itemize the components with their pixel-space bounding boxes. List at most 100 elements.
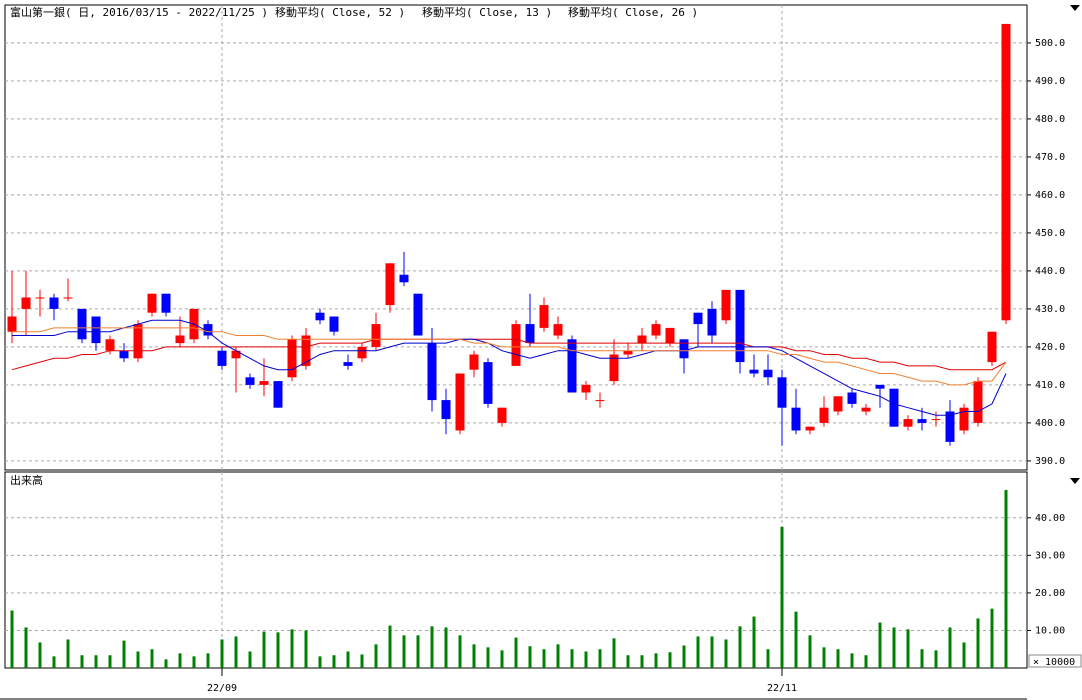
candle-body bbox=[7, 316, 17, 332]
volume-bar bbox=[864, 655, 868, 668]
volume-bar bbox=[136, 651, 140, 668]
candle-body bbox=[693, 312, 703, 325]
candle-body bbox=[525, 324, 535, 344]
candle-body bbox=[469, 354, 479, 370]
y-tick-label: 20.00 bbox=[1035, 588, 1065, 599]
y-tick-label: 490.0 bbox=[1035, 76, 1065, 87]
candle-body bbox=[567, 339, 577, 393]
volume-bar bbox=[38, 642, 42, 668]
volume-bar bbox=[108, 655, 112, 668]
candle-body bbox=[231, 350, 241, 359]
volume-bar bbox=[976, 618, 980, 668]
volume-bar bbox=[304, 630, 308, 668]
volume-bar bbox=[794, 611, 798, 668]
candle-body bbox=[945, 411, 955, 442]
candle-body bbox=[273, 381, 283, 408]
candle-body bbox=[595, 400, 605, 402]
candle-body bbox=[987, 331, 997, 363]
volume-bar bbox=[164, 659, 168, 668]
candle-body bbox=[287, 339, 297, 378]
candle-body bbox=[203, 324, 213, 336]
candle-body bbox=[609, 354, 619, 382]
candle-body bbox=[511, 324, 521, 366]
volume-bar bbox=[724, 639, 728, 668]
candle-body bbox=[637, 335, 647, 344]
volume-bar bbox=[416, 635, 420, 668]
candle-body bbox=[399, 274, 409, 283]
volume-bar bbox=[248, 651, 252, 668]
candle-body bbox=[161, 293, 171, 313]
volume-bar bbox=[10, 610, 14, 668]
candle-body bbox=[105, 339, 115, 351]
y-tick-label: 390.0 bbox=[1035, 456, 1065, 467]
candle-body bbox=[343, 362, 353, 366]
candle-body bbox=[91, 316, 101, 344]
legend-label: 移動平均( Close, 13 ) bbox=[422, 5, 552, 19]
y-tick-label: 470.0 bbox=[1035, 152, 1065, 163]
volume-bar bbox=[878, 622, 882, 668]
volume-bar bbox=[598, 649, 602, 668]
candle-body bbox=[133, 324, 143, 359]
y-tick-label: 420.0 bbox=[1035, 342, 1065, 353]
volume-bar bbox=[654, 653, 658, 668]
candle-body bbox=[679, 339, 689, 359]
volume-bar bbox=[66, 639, 70, 668]
volume-bar bbox=[626, 655, 630, 668]
volume-bar bbox=[332, 655, 336, 668]
volume-bar bbox=[94, 655, 98, 668]
candle-body bbox=[441, 400, 451, 420]
candle-body bbox=[903, 419, 913, 427]
candle-body bbox=[77, 308, 87, 340]
volume-bar bbox=[822, 647, 826, 668]
volume-bar bbox=[318, 656, 322, 668]
candle-body bbox=[861, 407, 871, 412]
candle-body bbox=[931, 419, 941, 421]
volume-bar bbox=[444, 627, 448, 668]
y-tick-label: 440.0 bbox=[1035, 266, 1065, 277]
ma-line bbox=[12, 319, 1007, 416]
volume-bar bbox=[948, 627, 952, 668]
volume-bar bbox=[752, 616, 756, 668]
candle-body bbox=[1001, 23, 1011, 321]
candle-body bbox=[791, 407, 801, 431]
candle-body bbox=[63, 297, 73, 299]
volume-bar bbox=[486, 647, 490, 668]
candle-body bbox=[49, 297, 59, 309]
y-tick-label: 460.0 bbox=[1035, 190, 1065, 201]
candle-body bbox=[777, 377, 787, 408]
volume-bar bbox=[500, 650, 504, 668]
chart-title: 富山第一銀( 日, 2016/03/15 - 2022/11/25 ) bbox=[10, 5, 268, 19]
candle-body bbox=[147, 293, 157, 313]
volume-bar bbox=[150, 649, 154, 668]
candle-body bbox=[973, 381, 983, 423]
volume-bar bbox=[374, 644, 378, 668]
volume-bar bbox=[934, 650, 938, 668]
y-tick-label: 40.00 bbox=[1035, 513, 1065, 524]
candle-body bbox=[581, 384, 591, 393]
candle-body bbox=[371, 324, 381, 347]
volume-bar bbox=[738, 626, 742, 668]
candle-body bbox=[735, 289, 745, 363]
volume-bar bbox=[234, 636, 238, 668]
panel-toggle[interactable] bbox=[1070, 5, 1080, 11]
candle-body bbox=[483, 362, 493, 404]
volume-bar bbox=[80, 655, 84, 668]
candle-body bbox=[329, 316, 339, 332]
volume-bar bbox=[584, 651, 588, 668]
volume-title: 出来高 bbox=[10, 473, 43, 487]
panel-toggle[interactable] bbox=[1070, 478, 1080, 484]
volume-bar bbox=[668, 652, 672, 668]
candle-body bbox=[623, 350, 633, 355]
candle-body bbox=[707, 308, 717, 336]
volume-bar bbox=[192, 656, 196, 668]
candle-body bbox=[385, 263, 395, 306]
volume-bar bbox=[542, 649, 546, 668]
candle-body bbox=[665, 327, 675, 344]
volume-bar bbox=[388, 625, 392, 668]
y-tick-label: 410.0 bbox=[1035, 380, 1065, 391]
volume-bar bbox=[696, 636, 700, 668]
candle-body bbox=[119, 350, 129, 359]
volume-bar bbox=[360, 654, 364, 668]
volume-bar bbox=[920, 649, 924, 668]
